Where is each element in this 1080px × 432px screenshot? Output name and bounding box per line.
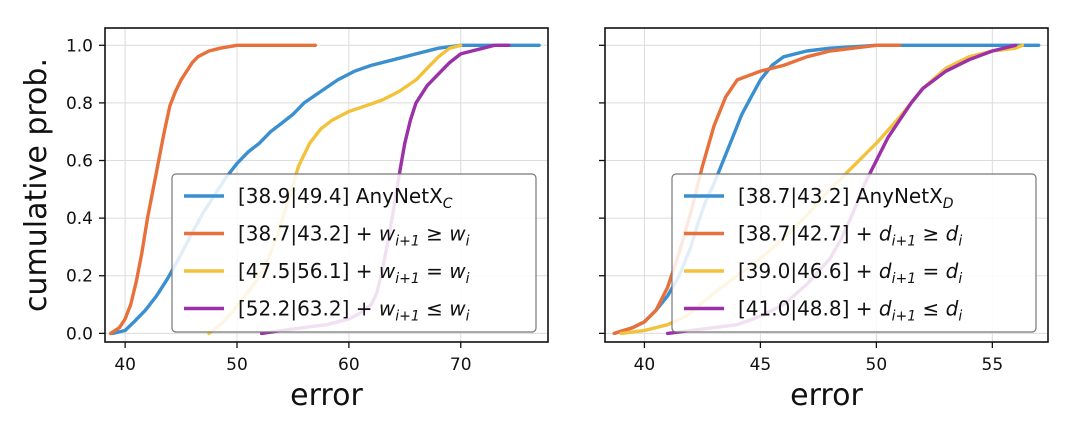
x-tick-label: 70 (450, 355, 472, 375)
x-axis-label: error (290, 378, 363, 413)
legend: [38.7|43.2] AnyNetXD [38.7|42.7] + di+1 ≥… (671, 173, 1037, 333)
legend: [38.9|49.4] AnyNetXC [38.7|43.2] + wi+1 ≥… (171, 173, 537, 333)
y-tick-label: 1.0 (66, 36, 93, 56)
x-tick-label: 50 (866, 355, 888, 375)
x-tick-label: 55 (982, 355, 1004, 375)
legend-entry-4: [52.2|63.2] + wi+1 ≤ wi (238, 297, 470, 325)
series-line-2 (108, 43, 317, 336)
x-tick-label: 40 (114, 355, 136, 375)
y-tick-label: 0.0 (66, 324, 93, 344)
legend-box (171, 173, 537, 333)
y-tick-label: 0.6 (66, 152, 93, 172)
plot-frame (604, 27, 1049, 343)
x-tick-label: 50 (226, 355, 248, 375)
series-line-1 (612, 43, 1041, 336)
legend-entry-2: [38.7|43.2] + wi+1 ≥ wi (238, 222, 470, 250)
legend-entry-4: [41.0|48.8] + di+1 ≤ di (738, 297, 962, 325)
legend-box (671, 173, 1037, 333)
panel-1: 40 50 60 70 0.0 0.2 0.4 0.6 0.8 1.0 error cumulativ… (19, 27, 549, 413)
x-tick-label: 40 (634, 355, 656, 375)
y-tick-label: 0.2 (66, 267, 93, 287)
x-tick-label: 60 (338, 355, 360, 375)
plot-frame (104, 27, 549, 343)
y-axis-label: cumulative prob. (19, 58, 54, 312)
legend-entry-3: [47.5|56.1] + wi+1 = wi (238, 259, 470, 287)
y-tick-label: 0.4 (66, 209, 93, 229)
legend-entry-3: [39.0|46.6] + di+1 = di (738, 259, 962, 287)
legend-entry-2: [38.7|42.7] + di+1 ≥ di (738, 222, 962, 250)
legend-entry-1: [38.9|49.4] AnyNetXC (238, 184, 453, 212)
x-tick-label: 45 (750, 355, 772, 375)
series-line-2 (612, 43, 902, 336)
x-axis-label: error (790, 378, 863, 413)
legend-entry-1: [38.7|43.2] AnyNetXD (738, 184, 954, 212)
y-tick-label: 0.8 (66, 94, 93, 114)
series-line-1 (111, 43, 541, 336)
